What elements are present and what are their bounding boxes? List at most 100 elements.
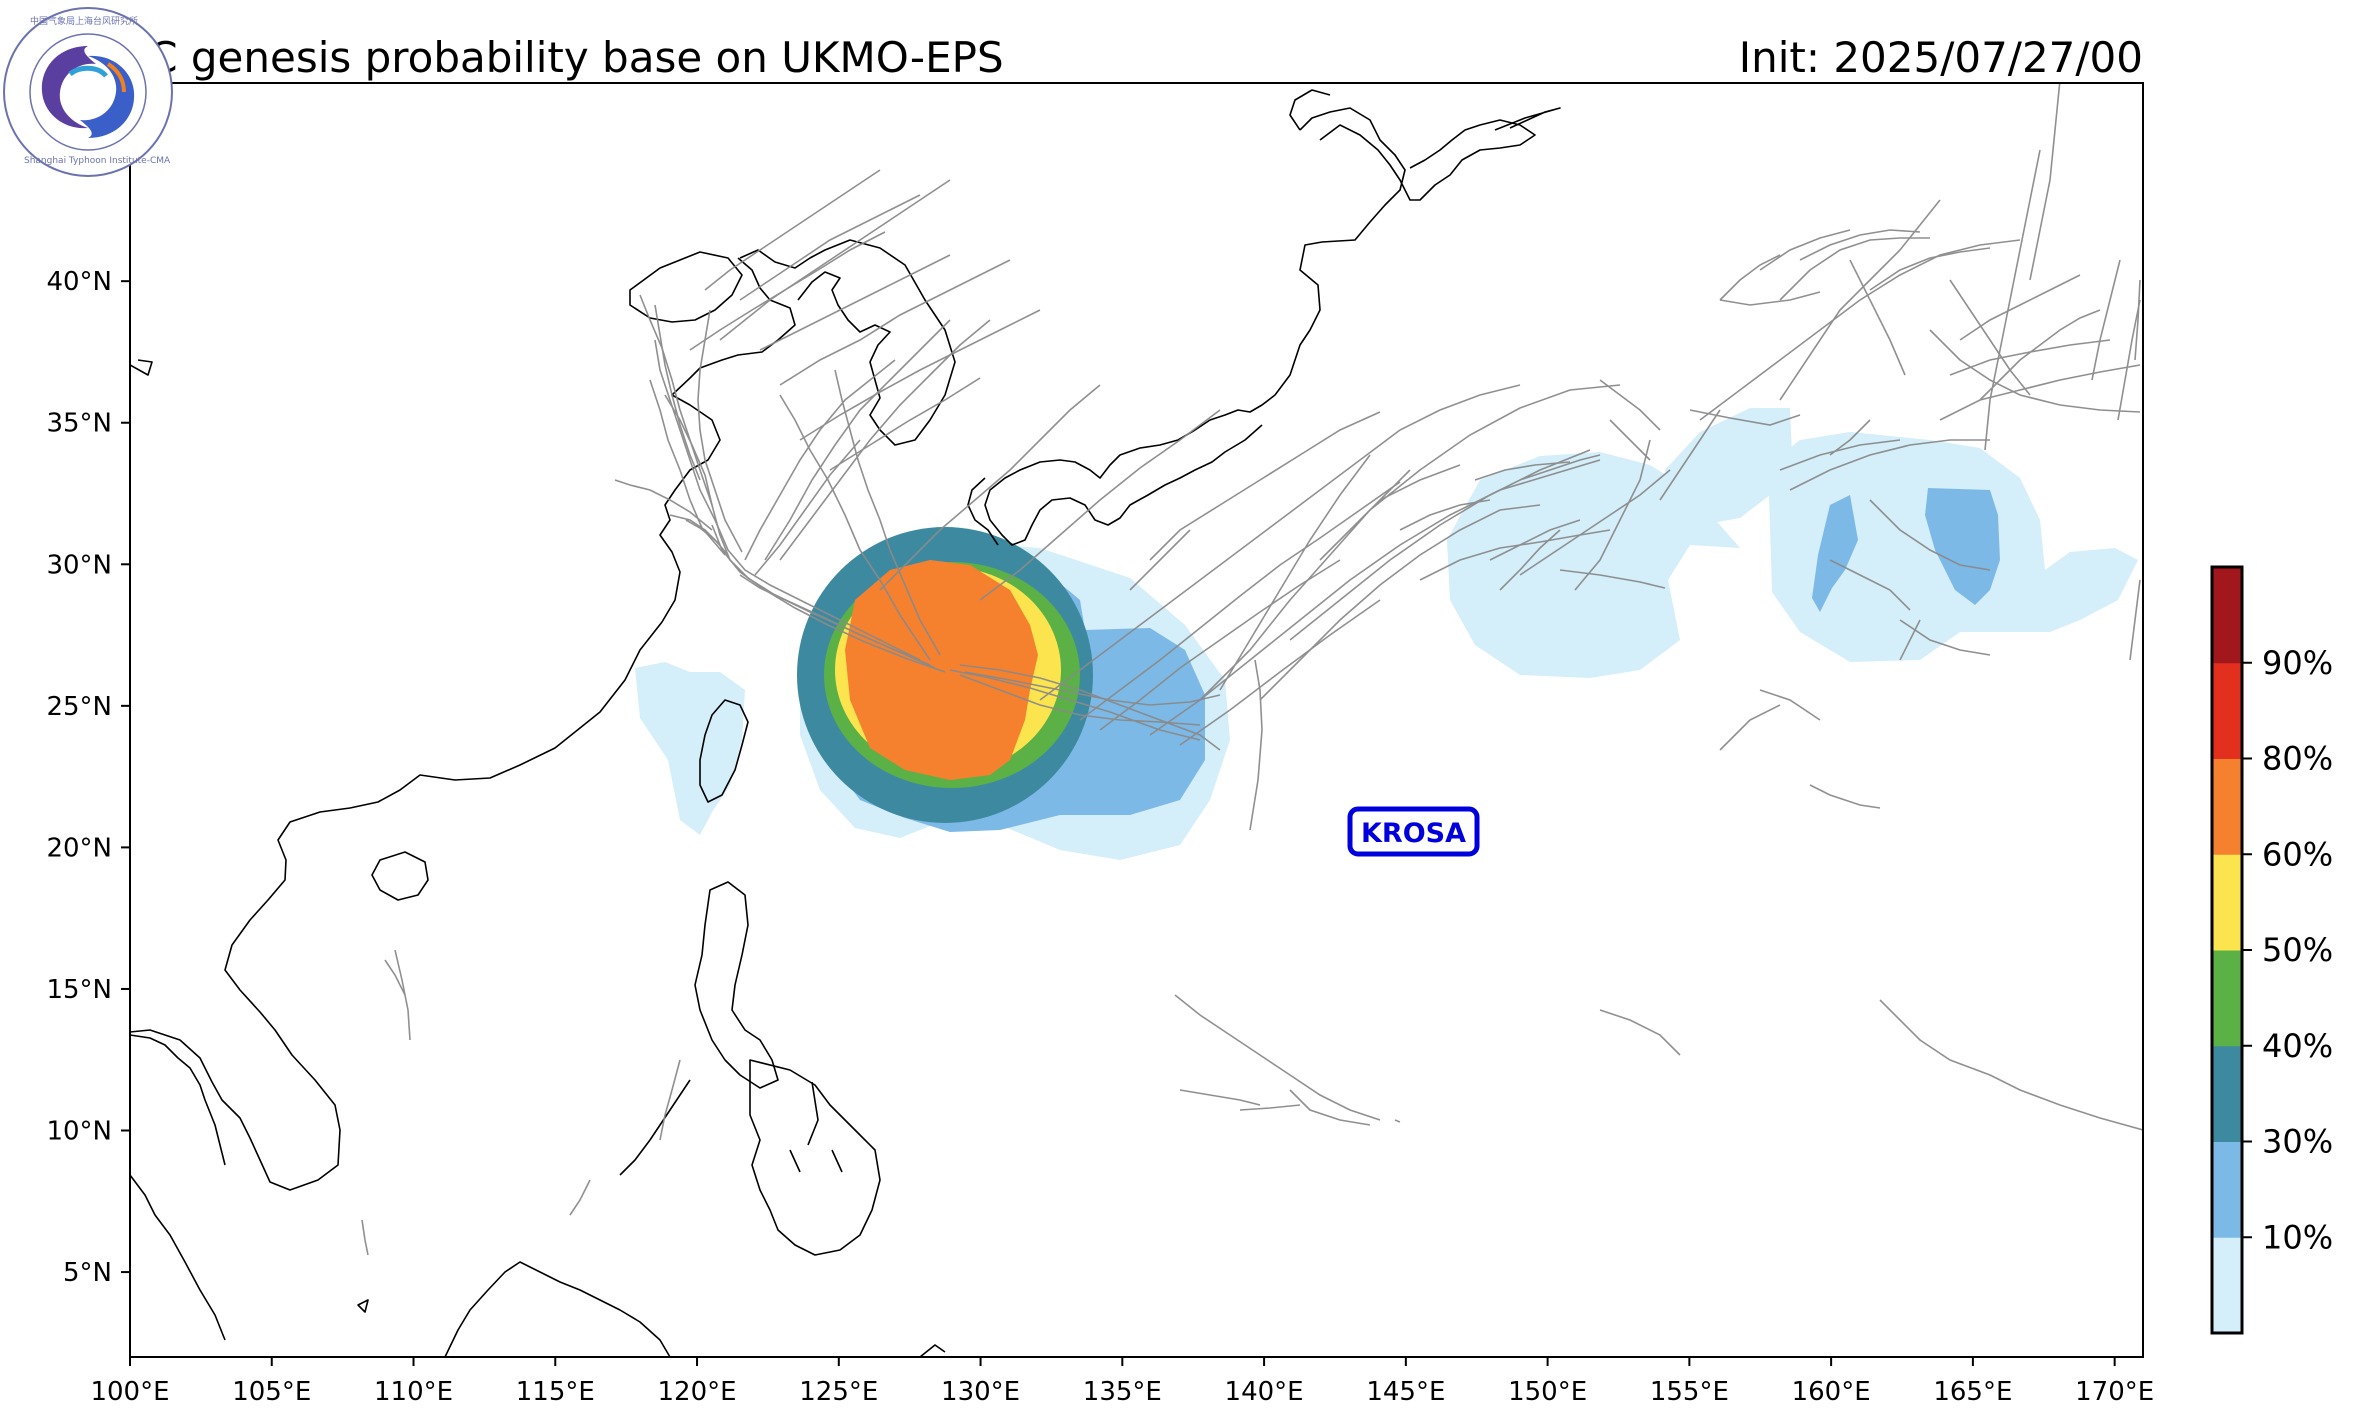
colorbar-tick-label: 30% [2262,1123,2333,1161]
lon-tick-label: 115°E [516,1377,595,1407]
ensemble-track [719,179,951,341]
ensemble-track [2029,83,2061,281]
colorbar-segment [2212,567,2242,664]
colorbar-tick-label: 60% [2262,835,2333,873]
ensemble-track [1079,481,1401,721]
ensemble-track [697,309,743,553]
ensemble-track [1489,519,1581,561]
coastline [1289,89,1331,131]
lon-tick-label: 145°E [1366,1377,1445,1407]
ensemble-track [1519,469,1671,576]
ensemble-track [1979,309,2101,401]
ensemble-track [1394,1119,1401,1123]
ensemble-track [779,259,1011,386]
ensemble-track [779,319,991,561]
ensemble-track [964,671,1221,706]
ensemble-tracks-layer [361,83,2143,1256]
colorbar-tick-label: 50% [2262,931,2333,969]
ensemble-track [879,384,1101,591]
ensemble-track [1719,291,1821,306]
coastline [444,1261,671,1357]
coastline [739,239,956,446]
ensemble-track [1789,439,1990,491]
ensemble-track [1474,461,1571,481]
lon-tick-label: 140°E [1225,1377,1304,1407]
ensemble-track [764,319,951,561]
ensemble-track [979,409,1221,601]
ensemble-track [1879,999,2143,1131]
ensemble-track [829,377,981,471]
ensemble-track [704,169,881,291]
lon-tick-label: 135°E [1083,1377,1162,1407]
coastline [919,1344,946,1357]
ensemble-track [2117,299,2141,421]
ensemble-track [959,674,1201,726]
ensemble-track [959,664,1221,751]
ensemble-track [759,254,951,351]
ensemble-track [1779,199,1941,401]
ensemble-track [1319,384,1621,561]
lat-tick-label: 15°N [46,975,112,1005]
ensemble-track [1799,229,1921,261]
init-time-label: Init: 2025/07/27/00 [1738,33,2143,82]
storm-label[interactable]: KROSA [1347,806,1480,857]
ensemble-track [361,1219,369,1256]
colorbar-segment [2212,1045,2242,1142]
ensemble-track [1249,659,1263,831]
ensemble-track [1179,599,1381,746]
lon-tick-label: 165°E [1933,1377,2012,1407]
ensemble-track [1699,239,2021,421]
lat-tick-label: 10°N [46,1117,112,1147]
ensemble-track [739,574,936,669]
coastline [1494,107,1561,131]
ensemble-track [2129,579,2141,661]
ensemble-track [711,524,946,673]
coastline [130,1174,226,1341]
colorbar-tick-label: 10% [2262,1218,2333,1256]
colorbar-segment [2212,1141,2242,1238]
ensemble-track [1899,619,1921,661]
ensemble-track [689,231,886,351]
ensemble-track [1829,419,1871,456]
axis-ticks [121,138,2116,1366]
colorbar-tick-label: 90% [2262,644,2333,682]
ensemble-track [1239,1104,1301,1111]
lon-tick-label: 130°E [941,1377,1020,1407]
ensemble-track [1849,259,1906,376]
ensemble-track [1199,469,1411,701]
probability-colorbar: 10% 30% 40% 50% 60% 80% 90% [2210,565,2333,1335]
ensemble-track [384,959,406,996]
lat-tick-label: 40°N [46,267,112,297]
ensemble-track [1519,454,1601,481]
ensemble-track [654,304,701,481]
ensemble-track [1719,254,1781,301]
ensemble-track [1759,229,1851,271]
colorbar-segment [2212,1237,2242,1334]
lon-tick-label: 155°E [1650,1377,1729,1407]
ensemble-track [1829,559,1911,611]
coastline [371,851,429,901]
ensemble-track [614,479,713,531]
longitude-labels: 100°E 105°E 110°E 115°E 120°E 125°E 130°E 135°E… [90,1377,2154,1407]
coastline [130,1034,226,1166]
ensemble-track [1599,379,1661,431]
ensemble-track [1984,149,2041,451]
ensemble-track [1809,784,1881,809]
ensemble-track [1869,499,1991,571]
coastline [694,881,779,1089]
ensemble-track [2134,279,2141,361]
ensemble-track [834,369,941,656]
logo-org-text: Shanghai Typhoon Institute-CMA [24,156,171,166]
lon-tick-label: 100°E [90,1377,169,1407]
ensemble-track [1129,529,1191,591]
ensemble-track [799,309,1041,441]
ensemble-track [1149,411,1381,561]
coastline [984,107,1406,546]
latitude-labels: 5°N10°N15°N20°N25°N30°N35°N40°N45°N [46,126,112,1288]
typhoon-swirl-logo: Shanghai Typhoon Institute-CMA 中国气象局上海台风… [0,4,180,179]
ensemble-track [739,194,921,301]
ensemble-track [1399,499,1491,531]
lon-tick-label: 110°E [374,1377,453,1407]
ensemble-track [1289,449,1591,641]
